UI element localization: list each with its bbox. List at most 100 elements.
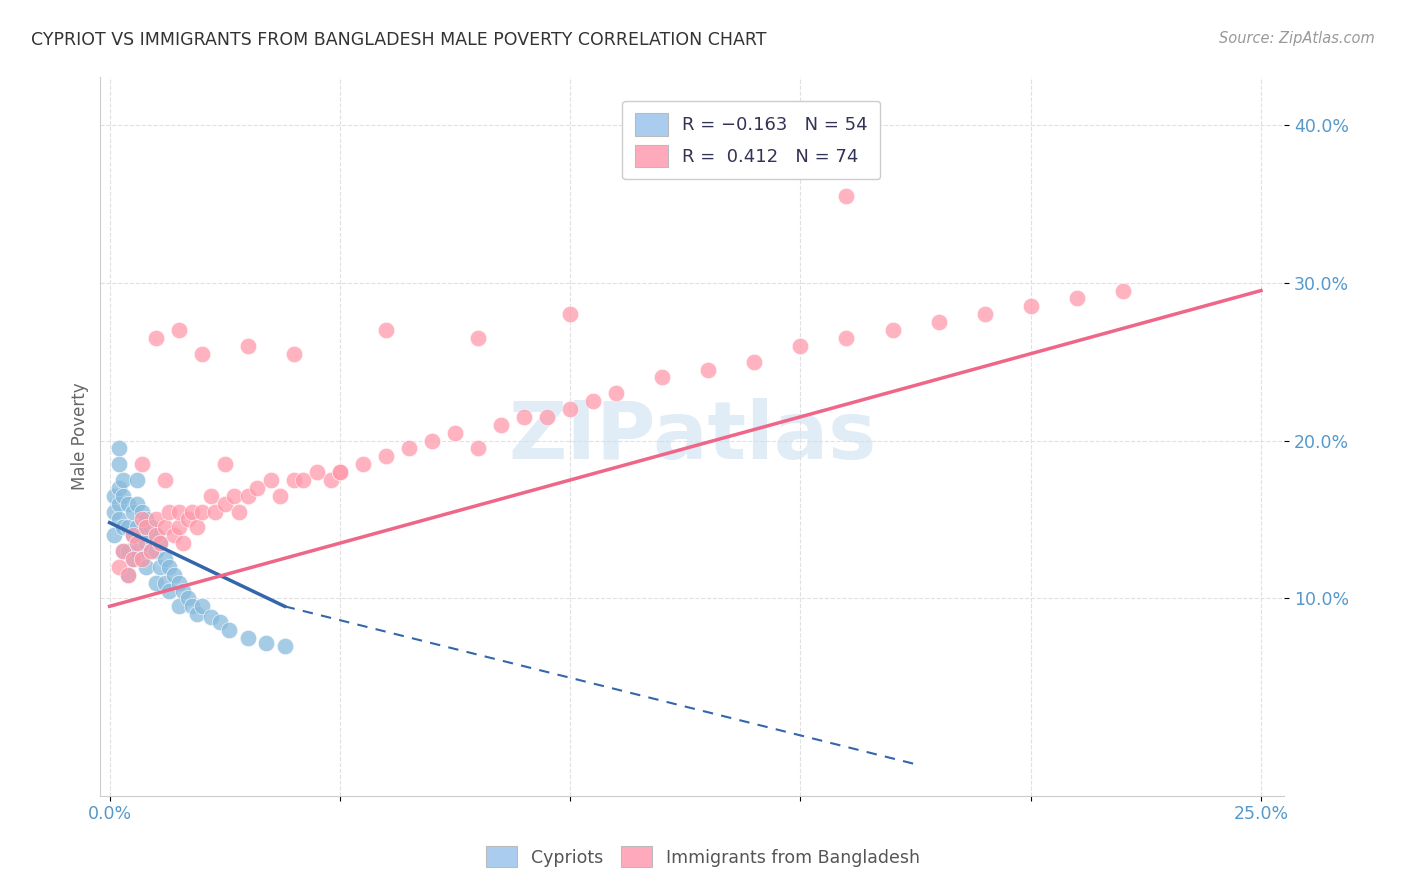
Point bbox=[928, 315, 950, 329]
Legend: Cypriots, Immigrants from Bangladesh: Cypriots, Immigrants from Bangladesh bbox=[479, 839, 927, 874]
Point bbox=[214, 497, 236, 511]
Point bbox=[145, 528, 167, 542]
Point bbox=[163, 528, 186, 542]
Point bbox=[112, 544, 135, 558]
Point bbox=[167, 599, 190, 614]
Point bbox=[107, 559, 129, 574]
Point bbox=[153, 473, 176, 487]
Point bbox=[131, 552, 153, 566]
Point bbox=[131, 457, 153, 471]
Point bbox=[117, 544, 139, 558]
Point bbox=[103, 489, 125, 503]
Point bbox=[121, 552, 143, 566]
Point bbox=[204, 505, 226, 519]
Point bbox=[190, 347, 212, 361]
Point bbox=[127, 520, 149, 534]
Point bbox=[153, 520, 176, 534]
Point bbox=[444, 425, 467, 440]
Point bbox=[882, 323, 904, 337]
Point bbox=[254, 635, 277, 649]
Point bbox=[398, 442, 420, 456]
Point bbox=[177, 591, 200, 606]
Point bbox=[305, 465, 328, 479]
Point bbox=[352, 457, 374, 471]
Point bbox=[697, 149, 720, 163]
Point bbox=[292, 473, 315, 487]
Point bbox=[209, 615, 232, 629]
Point bbox=[127, 497, 149, 511]
Point bbox=[186, 520, 208, 534]
Legend: R = −0.163   N = 54, R =  0.412   N = 74: R = −0.163 N = 54, R = 0.412 N = 74 bbox=[623, 101, 880, 179]
Point bbox=[744, 354, 766, 368]
Point bbox=[167, 323, 190, 337]
Point bbox=[127, 536, 149, 550]
Point bbox=[112, 489, 135, 503]
Point bbox=[103, 528, 125, 542]
Point bbox=[236, 339, 259, 353]
Point bbox=[112, 473, 135, 487]
Point bbox=[135, 520, 157, 534]
Point bbox=[172, 583, 194, 598]
Point bbox=[200, 489, 222, 503]
Point bbox=[139, 520, 162, 534]
Point bbox=[131, 512, 153, 526]
Point bbox=[789, 339, 811, 353]
Point bbox=[112, 520, 135, 534]
Point bbox=[835, 331, 858, 345]
Point bbox=[121, 505, 143, 519]
Point bbox=[159, 559, 181, 574]
Point bbox=[149, 536, 172, 550]
Point bbox=[149, 536, 172, 550]
Point bbox=[605, 386, 627, 401]
Point bbox=[121, 528, 143, 542]
Point bbox=[489, 417, 512, 432]
Point bbox=[172, 536, 194, 550]
Point bbox=[536, 409, 558, 424]
Point bbox=[273, 639, 295, 653]
Point bbox=[236, 631, 259, 645]
Point bbox=[835, 189, 858, 203]
Point bbox=[222, 489, 245, 503]
Point bbox=[117, 567, 139, 582]
Point bbox=[127, 544, 149, 558]
Point bbox=[139, 544, 162, 558]
Point bbox=[319, 473, 342, 487]
Point bbox=[283, 347, 305, 361]
Point bbox=[167, 505, 190, 519]
Text: CYPRIOT VS IMMIGRANTS FROM BANGLADESH MALE POVERTY CORRELATION CHART: CYPRIOT VS IMMIGRANTS FROM BANGLADESH MA… bbox=[31, 31, 766, 49]
Point bbox=[145, 512, 167, 526]
Point bbox=[190, 505, 212, 519]
Point bbox=[145, 528, 167, 542]
Point bbox=[127, 473, 149, 487]
Point bbox=[121, 528, 143, 542]
Point bbox=[145, 575, 167, 590]
Point bbox=[1112, 284, 1135, 298]
Point bbox=[513, 409, 536, 424]
Point bbox=[467, 442, 489, 456]
Point bbox=[1066, 292, 1088, 306]
Point bbox=[131, 552, 153, 566]
Text: Source: ZipAtlas.com: Source: ZipAtlas.com bbox=[1219, 31, 1375, 46]
Point bbox=[973, 307, 995, 321]
Point bbox=[177, 512, 200, 526]
Point bbox=[139, 544, 162, 558]
Point bbox=[107, 497, 129, 511]
Point bbox=[200, 610, 222, 624]
Point bbox=[107, 457, 129, 471]
Point bbox=[558, 307, 581, 321]
Point bbox=[153, 552, 176, 566]
Point bbox=[107, 512, 129, 526]
Point bbox=[467, 331, 489, 345]
Point bbox=[135, 512, 157, 526]
Point bbox=[260, 473, 283, 487]
Point bbox=[283, 473, 305, 487]
Point bbox=[218, 623, 240, 637]
Point bbox=[1019, 299, 1042, 313]
Point bbox=[135, 536, 157, 550]
Point bbox=[374, 323, 396, 337]
Point bbox=[558, 401, 581, 416]
Point bbox=[159, 505, 181, 519]
Point bbox=[163, 567, 186, 582]
Point bbox=[181, 599, 204, 614]
Point bbox=[103, 505, 125, 519]
